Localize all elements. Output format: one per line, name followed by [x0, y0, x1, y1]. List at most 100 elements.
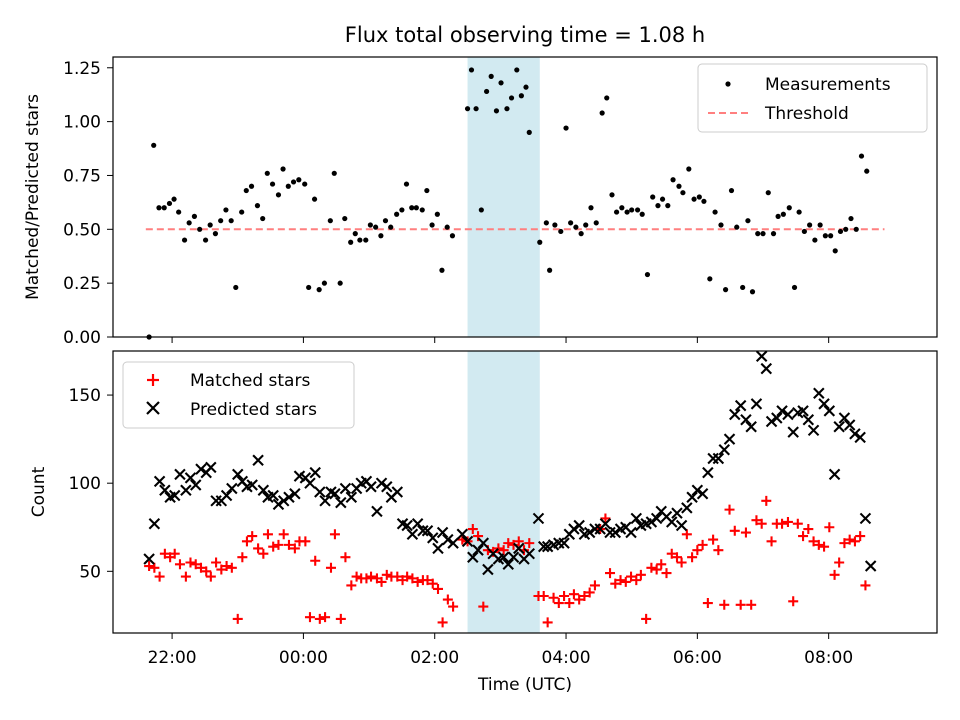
measurement-point — [388, 224, 394, 230]
predicted-star-point — [314, 486, 326, 498]
matched-star-point — [376, 576, 387, 587]
predicted-star-point — [823, 405, 836, 417]
matched-star-point — [631, 575, 642, 586]
legend-plus-marker — [147, 374, 159, 386]
matched-star-point — [542, 617, 553, 628]
predicted-star-point — [432, 542, 444, 555]
matched-star-point — [615, 575, 626, 586]
matched-star-point — [361, 573, 372, 584]
matched-star-point — [278, 529, 289, 540]
matched-star-point — [719, 599, 730, 610]
predicted-star-point — [807, 424, 820, 437]
predicted-star-point — [854, 431, 866, 444]
matched-star-point — [283, 539, 294, 550]
top-legend: Measurements Threshold — [697, 63, 928, 133]
measurement-point — [239, 209, 245, 215]
predicted-star-point — [523, 547, 536, 560]
measurement-point — [563, 125, 569, 131]
matched-star-point — [237, 552, 248, 563]
measurement-point — [770, 231, 777, 237]
measurement-point — [378, 233, 384, 239]
predicted-star-point — [734, 399, 747, 412]
measurement-point — [321, 280, 328, 286]
matched-star-point — [819, 541, 830, 552]
matched-star-point — [524, 538, 535, 549]
matched-star-point — [422, 575, 433, 586]
matched-star-point — [185, 557, 196, 568]
predicted-star-point — [180, 484, 192, 496]
predicted-star-point — [686, 491, 698, 504]
matched-star-point — [564, 598, 575, 609]
measurement-point — [568, 220, 574, 226]
predicted-star-point — [573, 519, 585, 532]
measurement-point — [518, 93, 524, 99]
measurement-point — [573, 224, 579, 230]
predicted-star-point — [406, 528, 419, 541]
top-y-tick-label: 0.50 — [63, 220, 101, 240]
predicted-star-point — [436, 526, 449, 539]
measurement-point — [599, 110, 605, 116]
predicted-star-point — [427, 532, 439, 544]
predicted-star-point — [319, 495, 331, 507]
measurement-point — [357, 237, 363, 243]
measurement-point — [745, 218, 751, 224]
legend-matched: Matched stars — [190, 371, 310, 391]
matched-star-point — [247, 531, 258, 542]
measurement-point — [765, 190, 771, 196]
matched-star-point — [262, 529, 273, 540]
bottom-y-tick-label: 150 — [69, 386, 101, 406]
measurement-point — [749, 289, 756, 295]
matched-star-point — [433, 583, 444, 594]
predicted-star-point — [467, 551, 479, 563]
top-y-tick-label: 1.25 — [63, 59, 101, 79]
legend-dot-marker — [725, 81, 731, 87]
measurement-point — [780, 211, 786, 217]
matched-star-point — [513, 536, 524, 547]
measurement-point — [483, 88, 490, 95]
matched-star-point — [221, 561, 232, 572]
matched-star-point — [402, 571, 413, 582]
predicted-star-point — [174, 468, 186, 481]
predicted-star-point — [252, 454, 264, 467]
predicted-star-point — [818, 398, 830, 410]
predicted-star-point — [205, 461, 217, 474]
predicted-star-point — [702, 466, 714, 479]
predicted-star-point — [456, 528, 469, 541]
predicted-star-point — [304, 477, 316, 489]
measurement-point — [691, 196, 697, 202]
matched-star-point — [756, 518, 767, 529]
matched-star-point — [154, 571, 165, 582]
matched-star-point — [553, 598, 564, 609]
legend-predicted: Predicted stars — [190, 400, 317, 420]
measurement-point — [223, 207, 229, 213]
shaded-band-bottom — [467, 351, 540, 633]
x-tick-label: 22:00 — [148, 648, 197, 668]
matched-star-point — [849, 536, 860, 547]
predicted-star-point — [568, 523, 580, 535]
measurement-point — [822, 233, 828, 239]
matched-star-point — [335, 613, 346, 624]
matched-star-point — [579, 590, 590, 601]
matched-star-point — [713, 545, 724, 556]
matched-star-point — [273, 539, 284, 550]
measurement-point — [488, 73, 494, 79]
matched-star-point — [159, 548, 170, 559]
measurement-point — [331, 170, 337, 176]
matched-star-point — [310, 555, 321, 566]
matched-star-point — [232, 613, 243, 624]
measurement-point — [837, 228, 844, 235]
bottom-legend: Matched stars Predicted stars — [122, 361, 355, 429]
measurement-point — [508, 95, 515, 101]
matched-star-point — [808, 536, 819, 547]
predicted-star-point — [776, 405, 788, 417]
matched-star-point — [498, 545, 509, 556]
measurement-point — [775, 213, 781, 219]
matched-star-point — [635, 569, 646, 580]
measurement-point — [552, 222, 558, 228]
predicted-star-point — [195, 463, 207, 475]
measurement-point — [352, 231, 358, 237]
measurement-point — [853, 226, 859, 232]
predicted-star-point — [666, 516, 678, 528]
predicted-star-point — [345, 491, 358, 504]
measurement-point — [655, 203, 661, 209]
